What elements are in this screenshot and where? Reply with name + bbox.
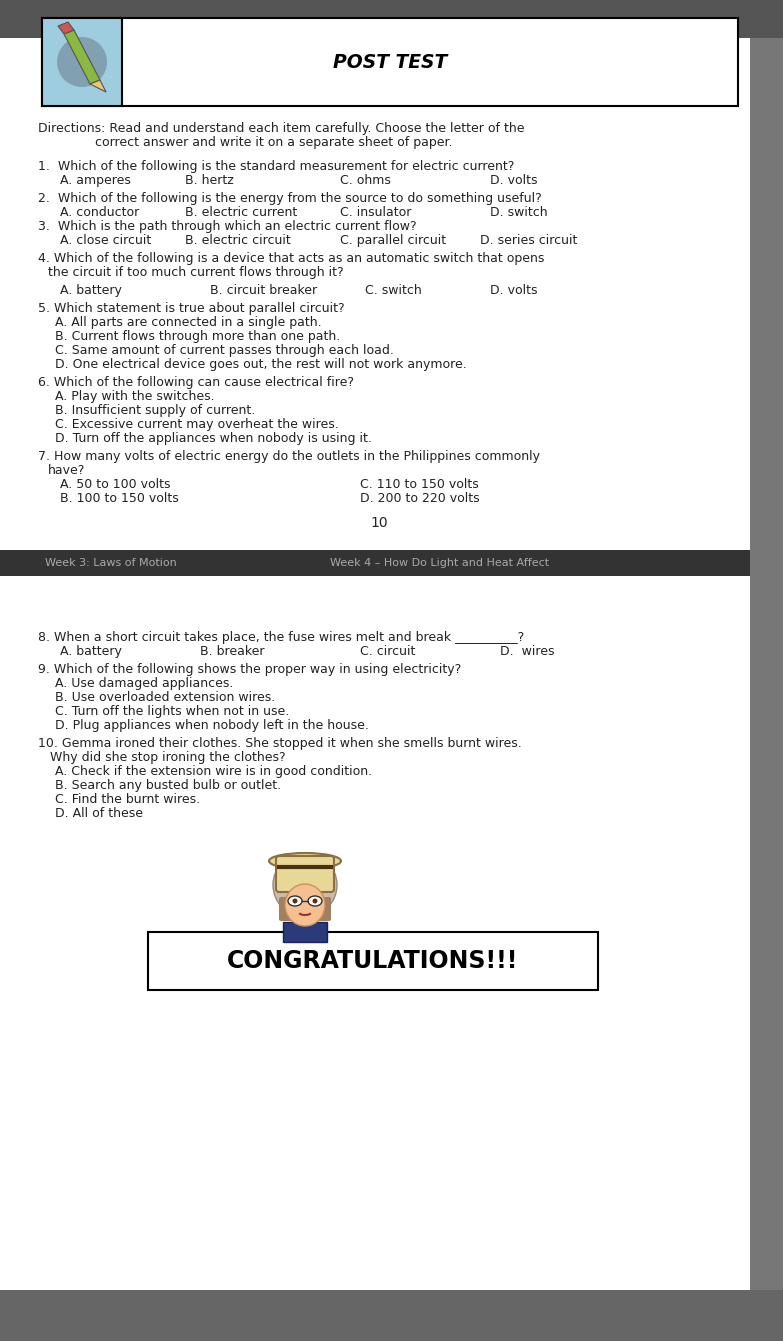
Text: A. Use damaged appliances.: A. Use damaged appliances.: [55, 677, 233, 691]
Text: A. Play with the switches.: A. Play with the switches.: [55, 390, 215, 404]
Text: A. Check if the extension wire is in good condition.: A. Check if the extension wire is in goo…: [55, 764, 372, 778]
Bar: [750, 38, 783, 1290]
Text: C. insulator: C. insulator: [340, 207, 411, 219]
Text: D.  wires: D. wires: [500, 645, 554, 658]
Text: D. 200 to 220 volts: D. 200 to 220 volts: [360, 492, 480, 506]
Text: B. Use overloaded extension wires.: B. Use overloaded extension wires.: [55, 691, 276, 704]
FancyBboxPatch shape: [283, 923, 327, 941]
Text: D. Plug appliances when nobody left in the house.: D. Plug appliances when nobody left in t…: [55, 719, 369, 732]
Text: B. Search any busted bulb or outlet.: B. Search any busted bulb or outlet.: [55, 779, 281, 793]
Text: A. All parts are connected in a single path.: A. All parts are connected in a single p…: [55, 316, 322, 329]
Text: C. circuit: C. circuit: [360, 645, 415, 658]
Bar: [0, 550, 750, 577]
Text: C. Excessive current may overheat the wires.: C. Excessive current may overheat the wi…: [55, 418, 339, 430]
Ellipse shape: [293, 898, 298, 904]
Text: D. switch: D. switch: [490, 207, 547, 219]
Text: correct answer and write it on a separate sheet of paper.: correct answer and write it on a separat…: [95, 135, 453, 149]
Polygon shape: [64, 30, 100, 84]
Text: C. ohms: C. ohms: [340, 174, 391, 186]
Text: D. volts: D. volts: [490, 174, 537, 186]
Text: D. One electrical device goes out, the rest will not work anymore.: D. One electrical device goes out, the r…: [55, 358, 467, 371]
Text: Week 4 – How Do Light and Heat Affect: Week 4 – How Do Light and Heat Affect: [330, 558, 549, 569]
Text: Directions: Read and understand each item carefully. Choose the letter of the: Directions: Read and understand each ite…: [38, 122, 525, 135]
Text: D. volts: D. volts: [490, 284, 537, 296]
Text: Why did she stop ironing the clothes?: Why did she stop ironing the clothes?: [50, 751, 286, 764]
Text: POST TEST: POST TEST: [333, 52, 447, 71]
Polygon shape: [90, 80, 106, 93]
Text: 10: 10: [370, 516, 388, 530]
Text: Week 3: Laws of Motion: Week 3: Laws of Motion: [45, 558, 177, 569]
Ellipse shape: [312, 898, 317, 904]
Text: A. close circuit: A. close circuit: [60, 233, 151, 247]
Text: B. 100 to 150 volts: B. 100 to 150 volts: [60, 492, 179, 506]
Ellipse shape: [288, 896, 302, 907]
Text: D. All of these: D. All of these: [55, 807, 143, 819]
Text: B. Insufficient supply of current.: B. Insufficient supply of current.: [55, 404, 255, 417]
FancyBboxPatch shape: [276, 856, 334, 892]
Ellipse shape: [285, 884, 325, 927]
Text: 8. When a short circuit takes place, the fuse wires melt and break __________?: 8. When a short circuit takes place, the…: [38, 632, 525, 644]
Bar: [0, 0, 783, 38]
Text: B. Current flows through more than one path.: B. Current flows through more than one p…: [55, 330, 341, 343]
Text: A. 50 to 100 volts: A. 50 to 100 volts: [60, 477, 171, 491]
Text: A. battery: A. battery: [60, 645, 122, 658]
Text: B. electric current: B. electric current: [185, 207, 298, 219]
Bar: [42, 17, 122, 106]
Text: have?: have?: [48, 464, 85, 477]
Text: C. Find the burnt wires.: C. Find the burnt wires.: [55, 793, 200, 806]
Text: B. circuit breaker: B. circuit breaker: [210, 284, 317, 296]
Text: 1.  Which of the following is the standard measurement for electric current?: 1. Which of the following is the standar…: [38, 160, 514, 173]
Text: B. breaker: B. breaker: [200, 645, 265, 658]
Text: 6. Which of the following can cause electrical fire?: 6. Which of the following can cause elec…: [38, 375, 354, 389]
Text: 9. Which of the following shows the proper way in using electricity?: 9. Which of the following shows the prop…: [38, 662, 461, 676]
Text: CONGRATULATIONS!!!: CONGRATULATIONS!!!: [227, 949, 518, 974]
Bar: [148, 932, 598, 990]
Polygon shape: [58, 21, 74, 34]
Text: A. conductor: A. conductor: [60, 207, 139, 219]
Text: C. parallel circuit: C. parallel circuit: [340, 233, 446, 247]
Ellipse shape: [273, 853, 337, 917]
FancyBboxPatch shape: [279, 897, 293, 921]
Text: A. battery: A. battery: [60, 284, 122, 296]
Text: D. series circuit: D. series circuit: [480, 233, 577, 247]
Text: C. Turn off the lights when not in use.: C. Turn off the lights when not in use.: [55, 705, 289, 717]
Text: A. amperes: A. amperes: [60, 174, 131, 186]
FancyBboxPatch shape: [317, 897, 331, 921]
Text: B. hertz: B. hertz: [185, 174, 234, 186]
Text: 3.  Which is the path through which an electric current flow?: 3. Which is the path through which an el…: [38, 220, 417, 233]
Text: D. Turn off the appliances when nobody is using it.: D. Turn off the appliances when nobody i…: [55, 432, 372, 445]
Text: 7. How many volts of electric energy do the outlets in the Philippines commonly: 7. How many volts of electric energy do …: [38, 451, 540, 463]
Ellipse shape: [57, 38, 107, 87]
Ellipse shape: [308, 896, 322, 907]
Text: 4. Which of the following is a device that acts as an automatic switch that open: 4. Which of the following is a device th…: [38, 252, 544, 266]
Text: C. Same amount of current passes through each load.: C. Same amount of current passes through…: [55, 345, 394, 357]
Text: the circuit if too much current flows through it?: the circuit if too much current flows th…: [48, 266, 344, 279]
Text: 10. Gemma ironed their clothes. She stopped it when she smells burnt wires.: 10. Gemma ironed their clothes. She stop…: [38, 738, 521, 750]
Text: B. electric circuit: B. electric circuit: [185, 233, 290, 247]
Text: C. switch: C. switch: [365, 284, 422, 296]
Text: C. 110 to 150 volts: C. 110 to 150 volts: [360, 477, 478, 491]
Text: 5. Which statement is true about parallel circuit?: 5. Which statement is true about paralle…: [38, 302, 345, 315]
Text: 2.  Which of the following is the energy from the source to do something useful?: 2. Which of the following is the energy …: [38, 192, 542, 205]
Bar: [42, 17, 738, 106]
Ellipse shape: [269, 853, 341, 869]
